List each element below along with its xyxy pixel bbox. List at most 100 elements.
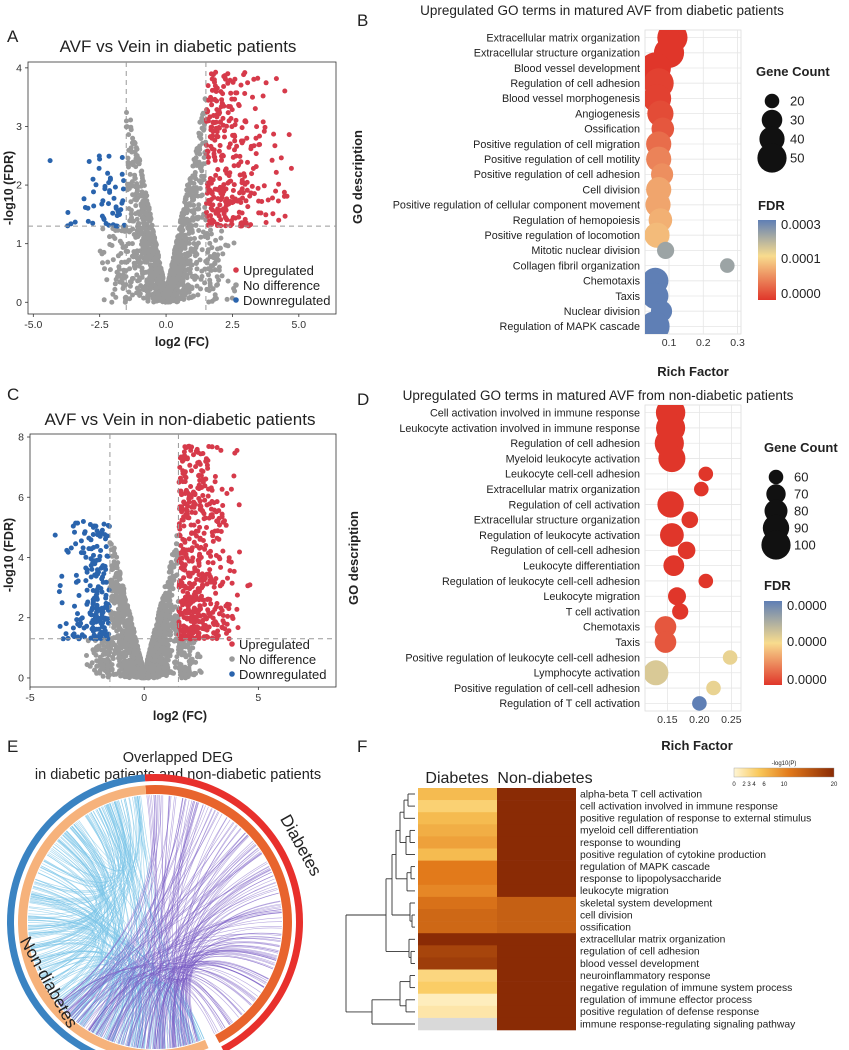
volcano-point-up [181, 615, 187, 620]
volcano-point-up [253, 151, 259, 157]
volcano-point-up [177, 464, 183, 470]
volcano-point-up [220, 548, 226, 554]
chord-link-purple [181, 977, 231, 1045]
volcano-point-up [241, 171, 247, 177]
volcano-point-nodiff [97, 668, 103, 674]
volcano-point-nodiff [165, 299, 171, 305]
heatmap-cell [497, 993, 576, 1007]
volcano-point-up [178, 543, 184, 548]
volcano-point-up [205, 118, 211, 124]
volcano-point-nodiff [132, 667, 138, 673]
volcano-point-nodiff [209, 245, 215, 251]
volcano-point-up [186, 536, 192, 542]
chord-link-blue [41, 865, 103, 1004]
volcano-point-down [99, 589, 105, 595]
heatmap-cell [497, 860, 576, 873]
volcano-point-up [205, 607, 211, 613]
chord-link-purple [69, 800, 194, 1017]
volcano-point-nodiff [118, 585, 124, 591]
panel-d-color-legend-label-top: 0.0000 [787, 598, 827, 613]
volcano-point-nodiff [111, 561, 117, 567]
volcano-point-nodiff [185, 182, 190, 188]
volcano-point-down [73, 541, 79, 547]
volcano-point-nodiff [158, 603, 164, 609]
volcano-point-up [210, 560, 216, 566]
volcano-point-nodiff [130, 661, 136, 667]
heatmap-row-label: cell activation involved in immune respo… [580, 802, 778, 813]
volcano-point-up [247, 582, 253, 588]
chord-link-purple [146, 795, 156, 1049]
heatmap-cell [418, 788, 497, 801]
volcano-point-up [200, 493, 206, 498]
volcano-point-down [90, 532, 96, 537]
volcano-point-up [224, 217, 230, 223]
volcano-point-nodiff [153, 286, 159, 292]
volcano-point-nodiff [187, 266, 193, 272]
panel-a-threshold-lines [28, 62, 336, 314]
volcano-point-up [208, 575, 214, 581]
volcano-point-nodiff [157, 619, 163, 625]
volcano-point-nodiff [155, 616, 160, 622]
volcano-point-nodiff [189, 262, 195, 268]
volcano-point-up [200, 538, 206, 543]
go-term-bubble [668, 587, 686, 606]
volcano-point-up [196, 597, 202, 603]
heatmap-cell [418, 921, 497, 934]
volcano-point-up [245, 159, 250, 165]
volcano-point-up [225, 613, 231, 619]
volcano-point-nodiff [128, 199, 134, 205]
heatmap-cell [497, 824, 576, 837]
go-term-label: Extracellular matrix organization [486, 32, 640, 44]
volcano-point-nodiff [166, 284, 172, 290]
volcano-point-up [222, 134, 227, 140]
heatmap-row-label: positive regulation of response to exter… [580, 814, 811, 825]
volcano-point-down [101, 521, 107, 527]
volcano-point-nodiff [199, 247, 205, 253]
panel-d-term-labels: Cell activation involved in immune respo… [399, 407, 640, 710]
volcano-point-nodiff [194, 185, 200, 191]
go-term-label: Regulation of leukocyte activation [479, 530, 640, 542]
volcano-point-up [244, 187, 250, 193]
volcano-point-nodiff [133, 203, 139, 209]
chord-link-blue [40, 823, 108, 888]
chord-link-purple [133, 845, 257, 1048]
volcano-point-up [231, 473, 237, 479]
volcano-point-up [211, 194, 217, 200]
volcano-point-nodiff [186, 289, 192, 295]
volcano-point-up [200, 612, 206, 618]
volcano-point-down [63, 621, 69, 627]
volcano-point-up [224, 196, 230, 202]
volcano-point-up [205, 560, 211, 565]
volcano-point-nodiff [130, 673, 136, 679]
volcano-point-down [95, 586, 100, 592]
volcano-point-up [205, 108, 211, 114]
heatmap-cell [497, 848, 576, 861]
volcano-point-nodiff [131, 626, 137, 632]
volcano-point-down [92, 561, 98, 567]
volcano-point-down [101, 215, 107, 221]
panel-f-cells [418, 788, 576, 1031]
volcano-point-nodiff [164, 653, 169, 659]
volcano-point-up [202, 546, 208, 552]
volcano-point-up [181, 575, 187, 581]
volcano-point-nodiff [172, 549, 177, 555]
heatmap-cell [418, 836, 497, 849]
volcano-point-nodiff [133, 152, 139, 158]
chord-link-purple [122, 796, 175, 1045]
volcano-point-down [89, 607, 95, 613]
volcano-point-up [221, 182, 227, 188]
chord-link-blue [32, 806, 119, 957]
volcano-point-up [210, 120, 216, 125]
go-term-bubble [657, 491, 684, 518]
volcano-point-nodiff [130, 183, 136, 189]
volcano-point-up [207, 134, 213, 140]
volcano-point-nodiff [147, 656, 153, 661]
volcano-point-up [196, 634, 202, 640]
volcano-point-nodiff [104, 277, 110, 283]
volcano-point-up [189, 468, 194, 474]
chord-link-blue [58, 834, 109, 1005]
heatmap-row-label: positive regulation of defense response [580, 1007, 759, 1018]
volcano-point-up [242, 91, 248, 96]
volcano-point-up [186, 499, 192, 505]
volcano-point-down [72, 529, 77, 535]
